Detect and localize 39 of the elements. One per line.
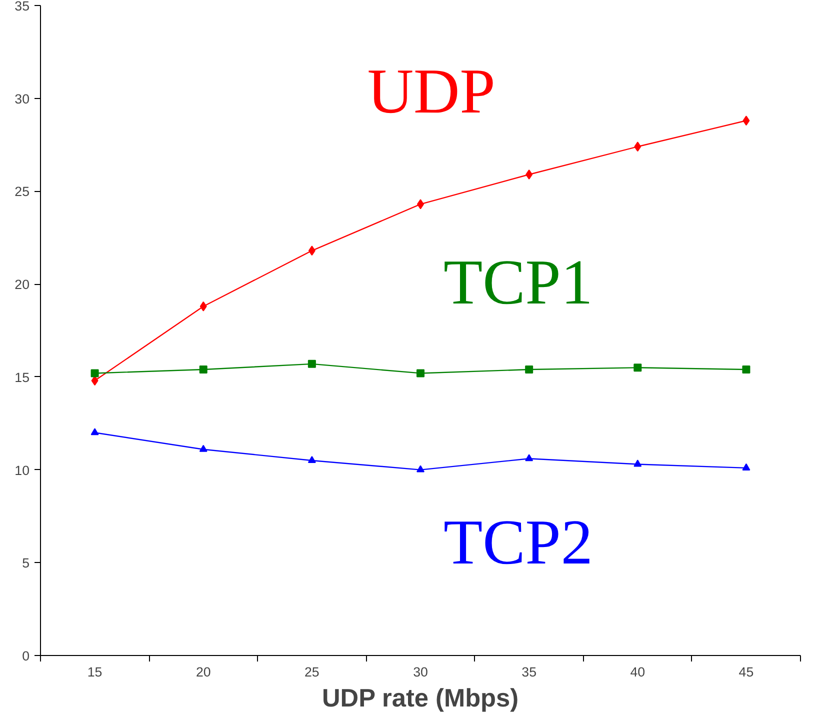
- point: [91, 376, 98, 386]
- y-tick-label: 5: [22, 556, 30, 571]
- y-tick-label: 0: [22, 648, 30, 664]
- point: [525, 454, 534, 462]
- x-tick-label: 40: [630, 664, 646, 680]
- y-tick-label: 30: [14, 91, 30, 106]
- y-tick-label: 35: [14, 0, 30, 14]
- point: [308, 456, 316, 464]
- point: [742, 463, 750, 470]
- point: [200, 301, 207, 312]
- x-axis-title: UDP rate (Mbps): [322, 684, 519, 712]
- point: [634, 460, 642, 467]
- y-tick-label: 20: [14, 277, 30, 292]
- series-label: UDP: [367, 55, 496, 126]
- x-tick-label: 20: [196, 664, 211, 680]
- y-tick-label: 25: [14, 184, 30, 200]
- point: [416, 369, 424, 378]
- x-tick-label: 15: [87, 664, 102, 680]
- point: [742, 366, 750, 374]
- y-tick-label: 10: [14, 462, 30, 478]
- point: [526, 170, 533, 180]
- point: [90, 428, 99, 436]
- point: [308, 360, 316, 368]
- x-tick-label: 25: [304, 664, 320, 680]
- x-tick-label: 35: [522, 664, 536, 680]
- point: [525, 366, 534, 374]
- series-label: TCP1: [444, 246, 593, 318]
- point: [742, 116, 750, 126]
- x-tick-label: 30: [413, 664, 428, 680]
- point: [416, 465, 424, 472]
- point: [90, 369, 99, 378]
- point: [634, 142, 642, 152]
- point: [199, 444, 208, 452]
- point: [634, 364, 642, 372]
- series-label: TCP2: [444, 506, 593, 578]
- y-tick-label: 15: [14, 370, 30, 385]
- point: [308, 246, 316, 256]
- point: [199, 366, 208, 374]
- x-tick-label: 45: [738, 664, 754, 680]
